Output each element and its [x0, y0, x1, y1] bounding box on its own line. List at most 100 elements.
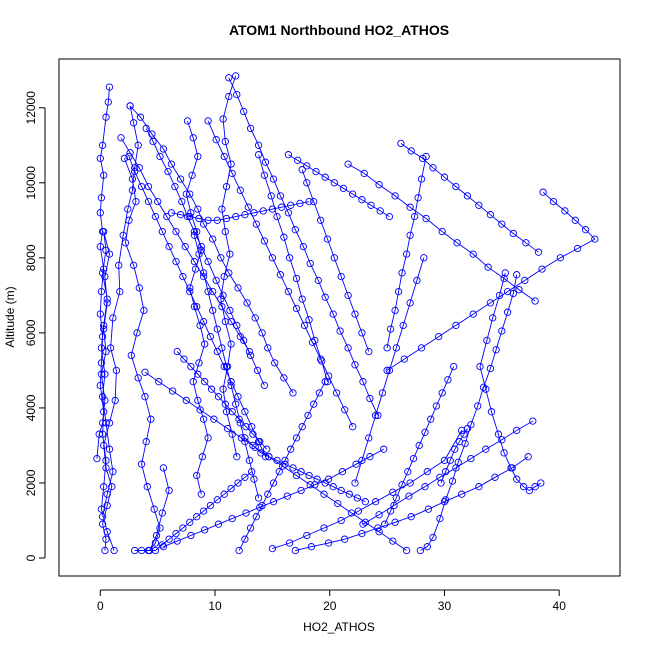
data-point	[110, 546, 118, 555]
data-point	[367, 201, 375, 209]
data-point	[125, 216, 133, 224]
data-point	[182, 396, 190, 405]
data-point	[353, 494, 361, 502]
data-point	[304, 411, 312, 420]
data-point	[297, 486, 305, 495]
data-point	[204, 216, 212, 224]
data-point	[201, 340, 209, 348]
data-point	[463, 192, 472, 200]
data-point	[254, 141, 263, 149]
data-point	[417, 344, 426, 352]
data-point	[537, 479, 545, 487]
data-point	[452, 182, 460, 191]
data-point	[102, 347, 110, 356]
data-point	[432, 402, 441, 410]
data-point	[182, 190, 190, 198]
data-point	[241, 211, 249, 219]
data-point	[140, 306, 148, 315]
data-point	[521, 276, 529, 285]
data-point	[438, 389, 446, 397]
data-point	[269, 498, 278, 506]
data-point	[199, 507, 208, 515]
data-point	[324, 372, 333, 380]
data-point	[243, 299, 251, 307]
data-point	[503, 308, 512, 316]
data-point	[186, 212, 194, 221]
data-point	[172, 227, 180, 236]
data-point	[386, 325, 395, 333]
data-point	[359, 378, 367, 386]
data-point	[385, 212, 394, 221]
data-point	[392, 344, 400, 352]
data-point	[332, 389, 341, 397]
data-point	[180, 355, 188, 363]
data-point	[221, 227, 229, 236]
data-point	[97, 505, 106, 513]
series-25	[131, 468, 256, 555]
data-point	[144, 197, 153, 206]
series-line	[207, 120, 354, 427]
data-point	[351, 361, 359, 369]
series-20	[359, 417, 537, 528]
series-line	[220, 75, 238, 457]
data-point	[303, 531, 311, 540]
data-point	[227, 340, 235, 348]
data-point	[101, 546, 109, 555]
x-tick-label: 20	[323, 599, 337, 613]
data-point	[234, 479, 242, 487]
data-point	[102, 246, 110, 254]
data-point	[181, 242, 189, 251]
data-point	[204, 257, 212, 266]
series-17	[383, 188, 599, 375]
data-point	[285, 254, 294, 262]
data-point	[135, 284, 143, 292]
data-point	[289, 464, 297, 472]
data-point	[190, 227, 199, 236]
data-point	[489, 314, 497, 322]
data-point	[190, 302, 199, 311]
data-point	[311, 336, 319, 345]
data-point	[341, 406, 349, 414]
data-point	[191, 265, 200, 273]
data-point	[223, 424, 232, 433]
data-point	[222, 362, 231, 371]
data-point	[253, 366, 262, 375]
data-point	[474, 402, 482, 410]
data-point	[513, 271, 521, 279]
data-point	[115, 261, 123, 269]
series-line	[134, 471, 252, 551]
data-point	[469, 250, 477, 258]
data-point	[361, 498, 369, 506]
series-18	[476, 269, 545, 495]
data-point	[197, 490, 205, 498]
data-point	[252, 513, 260, 521]
data-point	[165, 242, 173, 251]
data-point	[297, 468, 305, 476]
data-point	[173, 537, 181, 545]
data-point	[105, 419, 114, 427]
data-point	[479, 383, 488, 391]
series-line	[258, 154, 328, 382]
data-point	[149, 137, 157, 146]
data-point	[249, 430, 257, 438]
data-point	[508, 464, 516, 472]
data-point	[109, 468, 117, 476]
series-28	[190, 231, 263, 502]
data-point	[338, 468, 347, 476]
series-12	[204, 117, 357, 431]
data-point	[417, 175, 426, 183]
data-point	[366, 394, 374, 403]
data-point	[131, 167, 139, 176]
data-point	[233, 321, 241, 330]
data-point	[498, 436, 506, 444]
data-point	[383, 366, 391, 375]
data-point	[571, 216, 579, 224]
data-point	[144, 182, 153, 191]
data-point	[320, 490, 328, 498]
data-point	[159, 145, 168, 153]
data-point	[289, 389, 297, 397]
data-point	[190, 231, 199, 239]
data-point	[429, 164, 437, 172]
data-point	[206, 501, 215, 510]
data-point	[486, 299, 495, 307]
